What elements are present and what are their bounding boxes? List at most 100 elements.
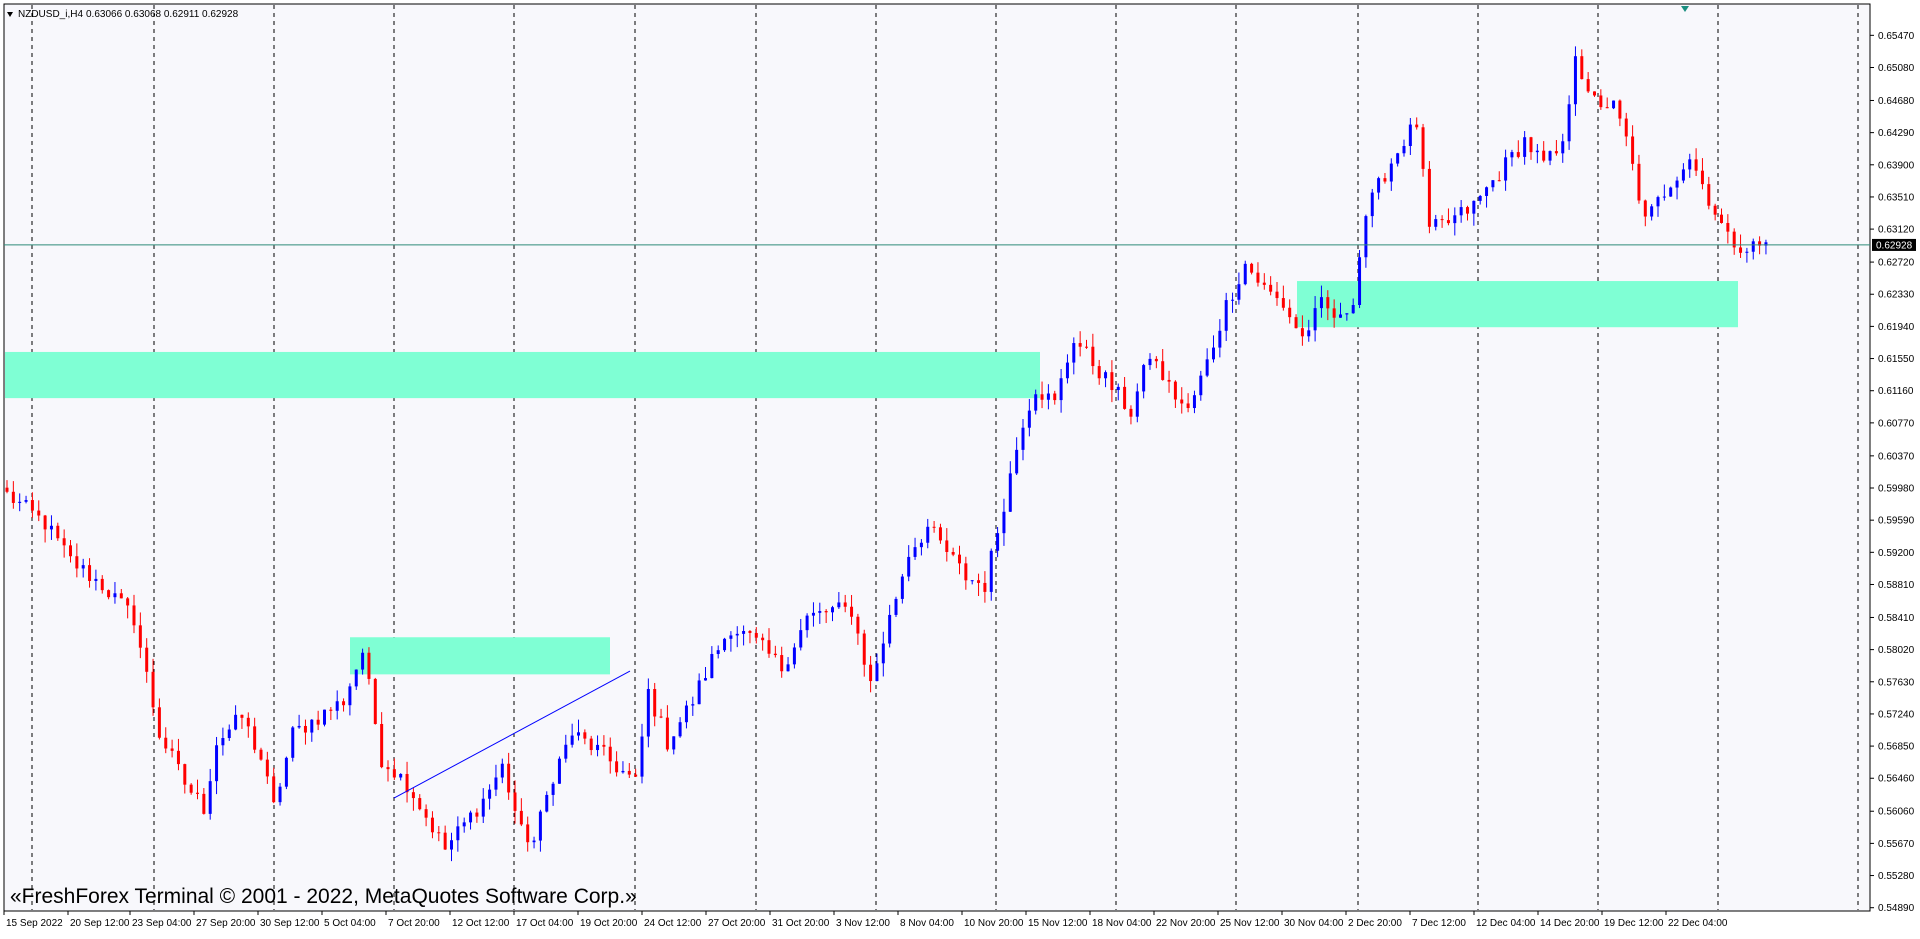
candle — [532, 836, 536, 849]
time-axis[interactable]: 15 Sep 2022 20 Sep 12:00 23 Sep 04:00 27 Se… — [3, 911, 1728, 929]
candle-body — [989, 550, 993, 592]
candle — [742, 625, 746, 646]
candle-body — [646, 688, 650, 737]
candle — [1040, 381, 1044, 409]
price-tick-label: 0.58810 — [1878, 580, 1915, 591]
candle-body — [380, 723, 384, 768]
candle — [234, 705, 238, 731]
candle-body — [1637, 163, 1641, 201]
chart-menu-triangle-icon[interactable] — [7, 12, 13, 17]
candle — [748, 630, 752, 644]
trendlines[interactable] — [393, 670, 631, 799]
candle — [996, 526, 1000, 558]
candle-body — [316, 719, 320, 725]
candle-body — [132, 605, 136, 626]
candle-body — [1250, 263, 1254, 273]
candle-body — [1466, 207, 1469, 214]
candle — [430, 811, 434, 839]
plot-area[interactable] — [3, 3, 1871, 912]
candle — [1275, 281, 1279, 306]
candle-body — [767, 640, 771, 654]
candle — [665, 705, 669, 752]
candle — [1440, 215, 1444, 228]
candle-body — [1669, 187, 1673, 197]
candle-body — [1319, 297, 1323, 309]
price-axis[interactable]: 0.65470 0.65080 0.64680 0.64290 0.63900 0.635… — [1870, 31, 1916, 914]
candle — [1097, 359, 1101, 385]
candle — [1618, 99, 1622, 127]
candle — [1523, 131, 1527, 165]
candle — [1586, 72, 1590, 94]
candle-body — [303, 725, 307, 733]
candle — [113, 582, 117, 604]
candle-body — [1256, 272, 1260, 283]
candle-body — [1764, 242, 1768, 246]
candle-body — [1624, 118, 1628, 137]
candle — [303, 719, 307, 745]
candle-body — [697, 680, 701, 705]
candle-body — [538, 811, 542, 841]
candle-body — [392, 769, 396, 778]
price-tick-label: 0.64290 — [1878, 128, 1915, 139]
candle-body — [323, 709, 326, 725]
candle — [1377, 176, 1381, 200]
candle-body — [367, 652, 371, 679]
candle-body — [1440, 219, 1444, 221]
candle-body — [234, 714, 238, 730]
trendline[interactable] — [393, 670, 631, 799]
candle-body — [926, 526, 930, 543]
candle-body — [1224, 300, 1228, 331]
candle — [596, 735, 600, 757]
candle-body — [888, 614, 892, 644]
candle-body — [1700, 170, 1704, 185]
zone-rectangle — [1297, 281, 1738, 328]
candle-body — [361, 652, 365, 670]
candle — [1732, 228, 1736, 255]
candle — [450, 832, 453, 862]
candle — [323, 709, 326, 727]
candle — [1516, 140, 1520, 159]
candle — [437, 826, 441, 842]
candle-body — [443, 832, 447, 850]
candle-body — [513, 792, 517, 811]
candle-body — [1243, 263, 1247, 285]
candle — [240, 714, 244, 729]
candle — [202, 788, 206, 815]
candle — [875, 653, 879, 682]
candle-body — [1485, 187, 1489, 196]
candle-body — [284, 757, 288, 787]
candle-body — [1643, 200, 1647, 217]
candle — [1154, 356, 1158, 369]
candle-body — [1154, 358, 1158, 362]
candle — [475, 808, 479, 823]
candle-body — [348, 686, 352, 706]
candle-body — [1713, 205, 1717, 215]
candle-body — [869, 664, 873, 682]
candle-body — [1085, 346, 1088, 348]
candle — [634, 768, 638, 778]
price-tick-label: 0.61160 — [1878, 386, 1914, 397]
shift-marker-icon[interactable] — [1681, 6, 1689, 12]
candle — [1358, 250, 1362, 309]
candle — [1059, 369, 1063, 413]
candle — [196, 779, 199, 800]
candle — [310, 719, 314, 742]
candle-body — [1053, 393, 1057, 401]
candle-body — [1307, 330, 1311, 337]
candle-body — [659, 716, 663, 718]
candle-body — [799, 630, 803, 648]
candle-body — [742, 630, 746, 634]
candle-body — [1523, 137, 1527, 157]
candle — [56, 522, 60, 541]
candle-body — [1694, 159, 1698, 171]
candle-body — [30, 500, 34, 511]
candle-body — [932, 526, 936, 528]
candle — [1554, 139, 1558, 156]
candle — [392, 758, 396, 780]
candle — [1535, 143, 1539, 164]
candle — [888, 604, 892, 648]
candle — [1123, 377, 1127, 410]
candle-body — [1129, 408, 1133, 417]
